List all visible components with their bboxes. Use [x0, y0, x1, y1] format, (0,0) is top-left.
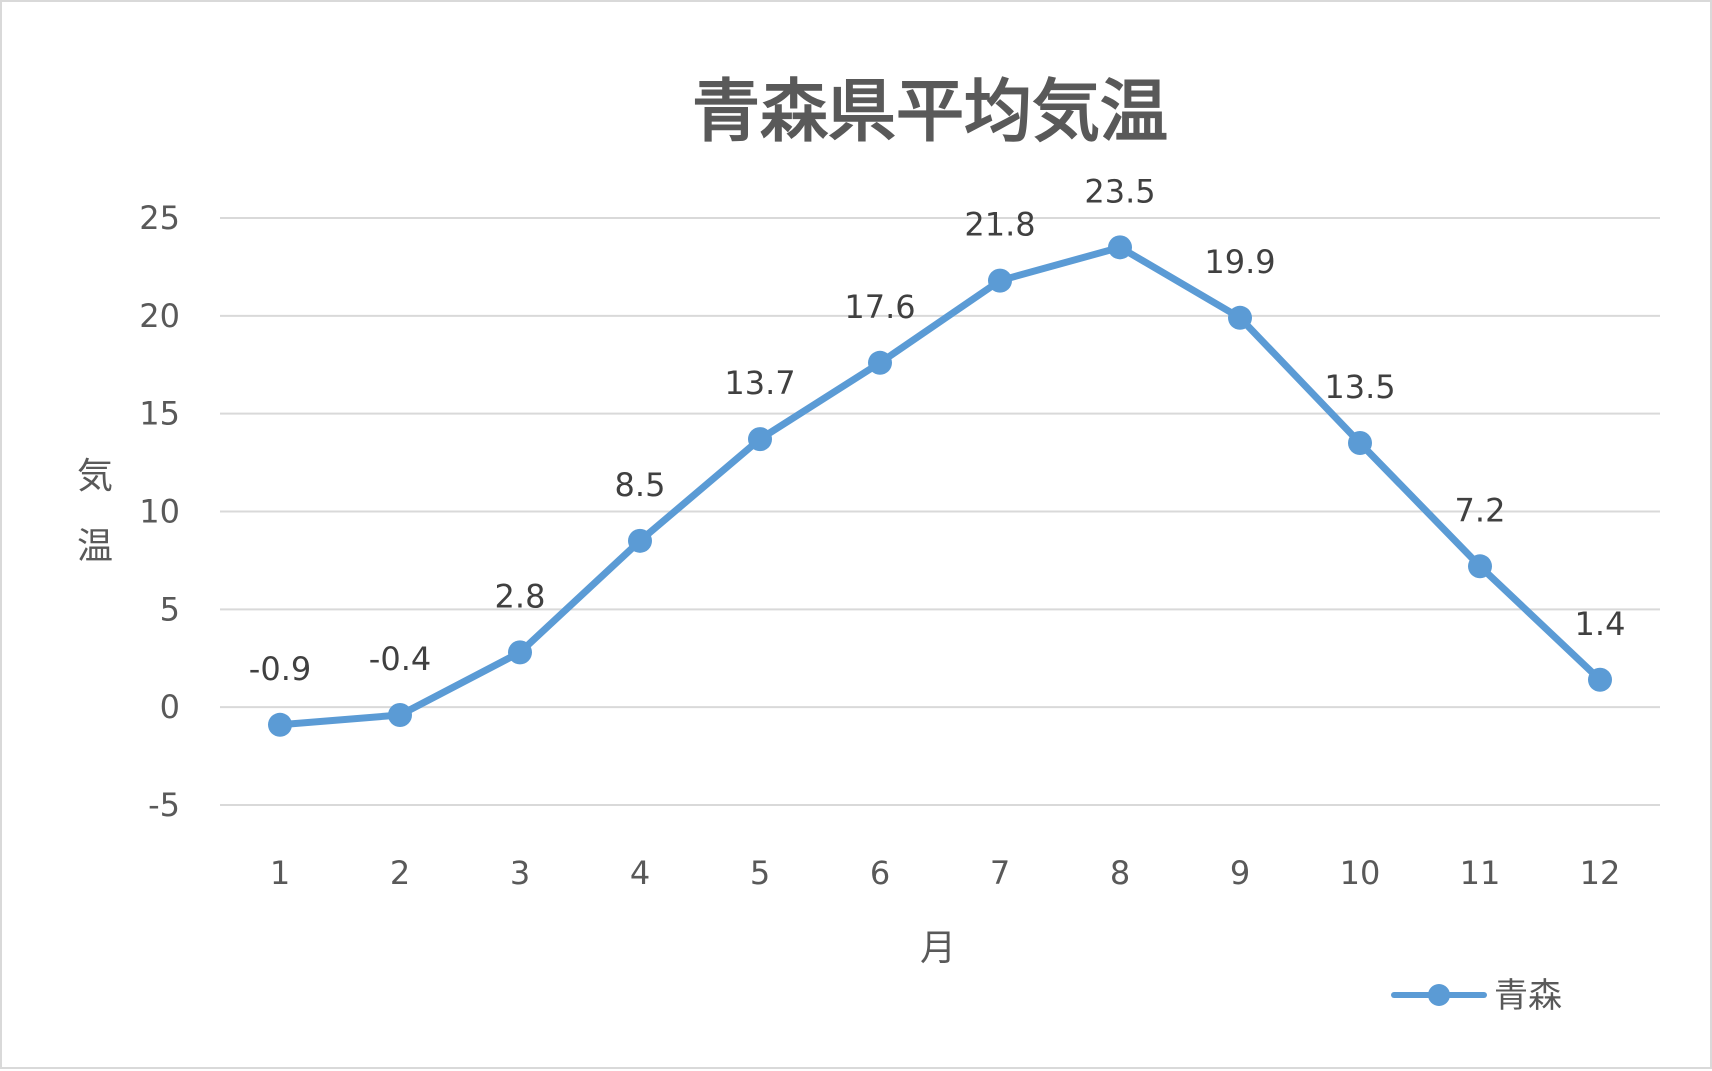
data-label: -0.4: [369, 640, 431, 678]
data-point[interactable]: [1228, 305, 1252, 330]
data-point[interactable]: [388, 702, 412, 727]
y-tick-label: 20: [139, 297, 180, 335]
x-axis-title: 月: [920, 928, 956, 969]
x-tick-label: 5: [750, 854, 770, 892]
data-point[interactable]: [1108, 235, 1132, 260]
x-axis-tick-labels: 1 2 3 4 5 6 7 8 9 10 11 12: [270, 854, 1621, 892]
chart-title: 青森県平均気温: [692, 73, 1168, 152]
series-layer: [268, 235, 1612, 737]
y-axis-title-char: 温: [77, 526, 113, 567]
data-label: 7.2: [1455, 491, 1506, 529]
x-tick-label: 2: [390, 854, 410, 892]
x-tick-label: 3: [510, 854, 530, 892]
data-point[interactable]: [988, 268, 1012, 293]
x-tick-label: 1: [270, 854, 290, 892]
x-tick-label: 4: [630, 854, 650, 892]
gridlines: [220, 217, 1660, 806]
data-label: 8.5: [615, 466, 666, 504]
data-label: 19.9: [1204, 243, 1275, 281]
data-label: 21.8: [964, 206, 1035, 244]
x-tick-label: 7: [990, 854, 1010, 892]
data-label: 1.4: [1575, 605, 1626, 643]
x-tick-label: 6: [870, 854, 890, 892]
legend-series-label: 青森: [1494, 976, 1562, 1016]
data-label: 2.8: [495, 577, 546, 615]
data-label: 17.6: [844, 288, 915, 326]
y-tick-label: 0: [160, 688, 180, 726]
y-tick-label: -5: [148, 786, 180, 824]
data-point[interactable]: [868, 350, 892, 375]
y-tick-label: 15: [139, 395, 180, 433]
data-labels: -0.9 -0.4 2.8 8.5 13.7 17.6 21.8 23.5 19.9 13.5 7.…: [249, 172, 1626, 687]
x-tick-label: 12: [1580, 854, 1621, 892]
data-point[interactable]: [508, 640, 532, 665]
y-axis-tick-labels: -5 0 5 10 15 20 25: [139, 199, 180, 824]
x-tick-label: 9: [1230, 854, 1250, 892]
legend-dot-marker: [1428, 984, 1450, 1006]
series-line-aomori: [276, 243, 1604, 729]
y-tick-label: 10: [139, 493, 180, 531]
data-point[interactable]: [748, 427, 772, 452]
data-label: 23.5: [1084, 172, 1155, 210]
data-label: 13.5: [1324, 368, 1395, 406]
y-tick-label: 5: [160, 590, 180, 628]
data-point[interactable]: [1348, 431, 1372, 456]
x-tick-label: 10: [1340, 854, 1381, 892]
data-point[interactable]: [1588, 667, 1612, 692]
data-label: 13.7: [724, 364, 795, 402]
data-point[interactable]: [268, 712, 292, 737]
y-axis-title-char: 気: [77, 456, 113, 497]
y-axis-title: 気温: [77, 456, 113, 567]
data-label: -0.9: [249, 650, 311, 688]
y-tick-label: 25: [139, 199, 180, 237]
data-point[interactable]: [628, 528, 652, 553]
x-tick-label: 8: [1110, 854, 1130, 892]
legend[interactable]: 青森: [1391, 976, 1562, 1016]
x-tick-label: 11: [1460, 854, 1501, 892]
data-point[interactable]: [1468, 554, 1492, 579]
